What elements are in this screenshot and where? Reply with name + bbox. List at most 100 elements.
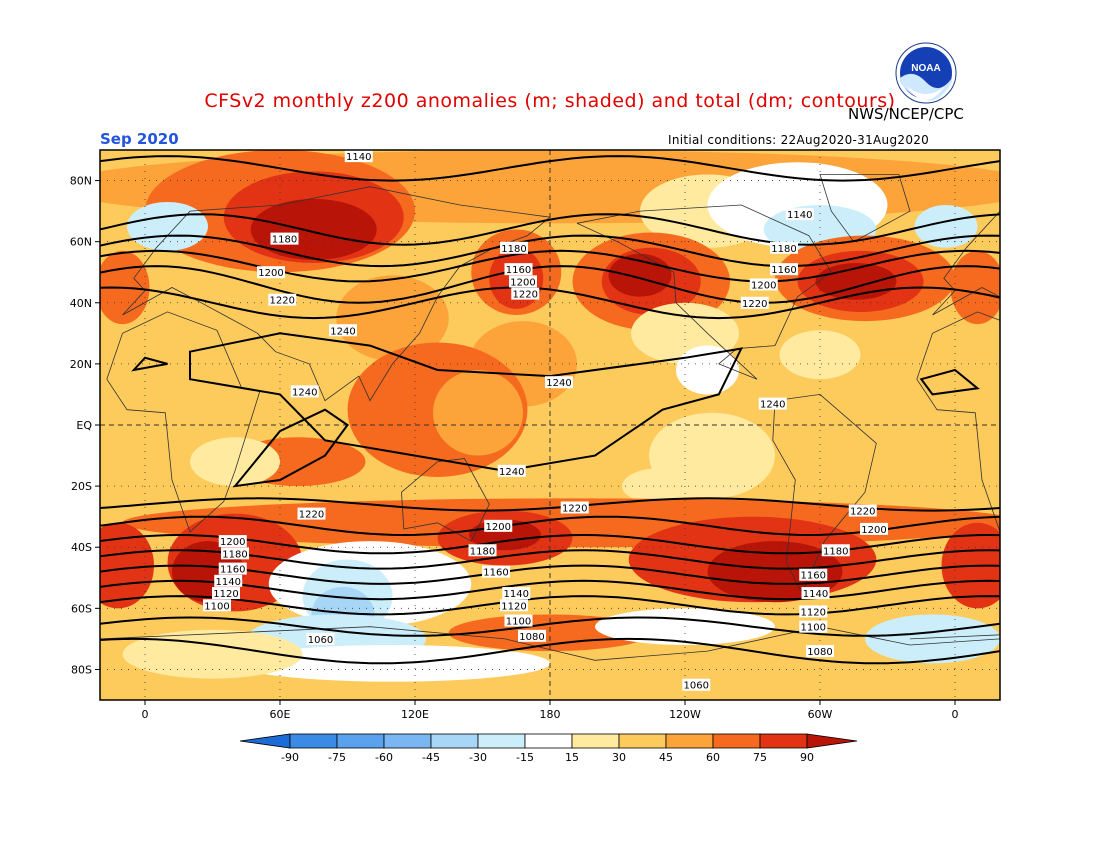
- svg-text:1140: 1140: [346, 152, 371, 163]
- lat-label: 80N: [70, 175, 92, 188]
- svg-text:1160: 1160: [801, 571, 826, 582]
- contour-label: 1220: [511, 287, 540, 301]
- contour-label: 1200: [509, 275, 537, 288]
- height-contour: [100, 595, 1000, 616]
- contour-label: 1180: [500, 241, 528, 255]
- svg-text:1080: 1080: [519, 632, 544, 643]
- svg-text:1220: 1220: [270, 296, 295, 307]
- contour-label: 1180: [770, 241, 798, 255]
- coastline: [106, 311, 261, 533]
- lon-label: 120E: [401, 708, 429, 721]
- colorbar-label: -45: [422, 751, 440, 764]
- coastline: [100, 626, 1000, 661]
- svg-text:1180: 1180: [222, 549, 247, 560]
- contour-label: 1140: [502, 587, 531, 600]
- height-contour: [100, 637, 1000, 665]
- height-contour: [100, 213, 1000, 246]
- contour-label: 1140: [344, 150, 373, 163]
- anomaly-shade-area: [779, 330, 861, 380]
- lon-label: 60W: [808, 708, 833, 721]
- anomaly-shade-area: [190, 437, 280, 487]
- svg-text:1180: 1180: [470, 546, 495, 557]
- anomaly-shade-area: [622, 467, 703, 505]
- height-contour: [100, 549, 1000, 570]
- svg-text:1140: 1140: [216, 577, 241, 588]
- contour-label: 1120: [500, 599, 528, 612]
- colorbar-swatch: [712, 733, 761, 749]
- contour-label: 1240: [329, 324, 357, 337]
- svg-text:1220: 1220: [742, 299, 767, 310]
- contour-label: 1060: [682, 678, 711, 692]
- contour-label: 1100: [203, 599, 231, 612]
- svg-text:1100: 1100: [801, 623, 826, 634]
- svg-text:1060: 1060: [308, 635, 333, 646]
- svg-text:1240: 1240: [499, 467, 524, 478]
- contour-label: 1220: [268, 293, 297, 307]
- lat-label: 60S: [71, 602, 92, 615]
- colorbar-label: -30: [469, 751, 487, 764]
- contour-label: 1240: [290, 385, 319, 398]
- anomaly-shade-area: [865, 614, 1000, 664]
- source-label: NWS/NCEP/CPC: [848, 105, 964, 123]
- svg-text:1220: 1220: [850, 507, 875, 518]
- coastline: [916, 311, 1000, 533]
- svg-text:1140: 1140: [504, 589, 529, 600]
- svg-text:1120: 1120: [501, 601, 526, 612]
- colorbar-swatch: [336, 733, 385, 749]
- lon-label: 60E: [270, 708, 291, 721]
- svg-text:1120: 1120: [213, 589, 238, 600]
- contour-label: 1240: [497, 464, 526, 478]
- contour-label: 1220: [740, 296, 769, 310]
- svg-text:1140: 1140: [803, 589, 828, 600]
- svg-text:1220: 1220: [513, 290, 538, 301]
- chart-title: CFSv2 monthly z200 anomalies (m; shaded)…: [204, 90, 896, 112]
- coastlines: [0, 174, 1000, 661]
- contour-label: 1160: [218, 562, 247, 576]
- contour-labels: 1140118012001220124012401180116012001220…: [203, 150, 888, 692]
- svg-text:1220: 1220: [299, 510, 324, 521]
- height-contour: [100, 533, 1000, 555]
- contour-label: 1240: [545, 376, 573, 389]
- lat-label: 40N: [70, 297, 92, 310]
- height-contour: [100, 249, 1000, 283]
- coastline: [0, 205, 21, 379]
- svg-text:1180: 1180: [272, 235, 297, 246]
- lon-label: 0: [952, 708, 959, 721]
- svg-text:1100: 1100: [204, 601, 229, 612]
- svg-text:1200: 1200: [861, 525, 886, 536]
- colorbar-label: 45: [659, 751, 673, 764]
- svg-text:1080: 1080: [807, 647, 832, 658]
- initial-conditions: Initial conditions: 22Aug2020-31Aug2020: [668, 133, 930, 147]
- svg-text:1060: 1060: [684, 681, 709, 692]
- height-contour: [100, 265, 1000, 304]
- anomaly-shade-area: [433, 370, 523, 456]
- svg-text:1180: 1180: [823, 546, 848, 557]
- colorbar-swatch: [430, 733, 479, 749]
- contour-label: 1120: [212, 587, 240, 600]
- svg-text:1160: 1160: [483, 568, 508, 579]
- contour-label: 1140: [214, 574, 243, 588]
- svg-text:1100: 1100: [506, 617, 531, 628]
- contour-label: 1180: [221, 547, 249, 560]
- colorbar-label: -90: [281, 751, 299, 764]
- contour-label: 1180: [468, 544, 497, 557]
- lat-label: 40S: [71, 541, 92, 554]
- height-contour: [100, 286, 1000, 320]
- height-contour: [131, 356, 168, 372]
- colorbar-swatch: [524, 733, 573, 749]
- svg-text:1200: 1200: [751, 280, 776, 291]
- anomaly-shade-area: [100, 522, 154, 609]
- colorbar-label: -75: [328, 751, 346, 764]
- colorbar-swatch: [618, 733, 667, 749]
- svg-text:1160: 1160: [771, 265, 796, 276]
- contour-label: 1080: [518, 629, 546, 643]
- contour-label: 1200: [257, 266, 285, 279]
- height-contour: [100, 579, 1000, 601]
- colorbar-swatch: [571, 733, 620, 749]
- anomaly-shade-area: [950, 250, 1000, 325]
- height-contour: [100, 616, 1000, 637]
- contour-label: 1200: [218, 535, 247, 548]
- coastline: [401, 458, 490, 542]
- height-contours: [100, 155, 1000, 665]
